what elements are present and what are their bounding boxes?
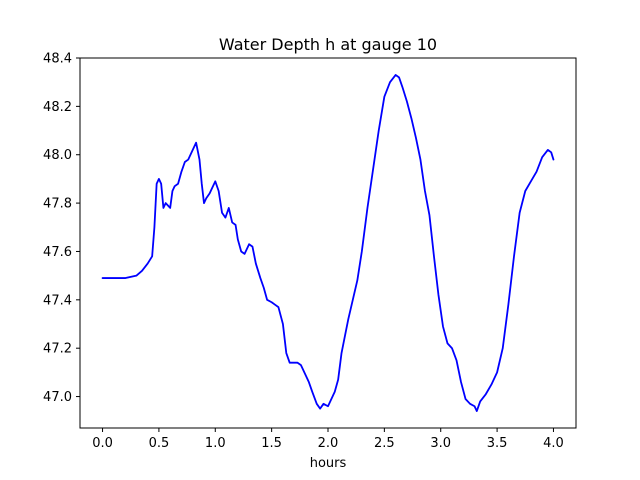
x-tick-label: 1.0 [205,436,226,451]
y-tick-label: 47.6 [43,245,72,260]
y-tick-label: 48.4 [43,52,72,67]
plot-frame [79,57,577,429]
x-tick-label: 0.5 [149,436,170,451]
y-axis-ticks: 47.0 47.2 47.4 47.6 47.8 48.0 48.2 48.4 [43,52,80,405]
x-tick-label: 3.0 [430,436,451,451]
x-axis-title: hours [310,456,347,471]
y-tick-label: 48.0 [43,148,72,163]
x-tick-label: 0.0 [92,436,113,451]
x-tick-label: 2.0 [318,436,339,451]
chart-title: Water Depth h at gauge 10 [219,35,437,54]
y-tick-label: 47.4 [43,293,72,308]
y-tick-label: 47.0 [43,390,72,405]
x-tick-label: 4.0 [543,436,564,451]
x-tick-label: 3.5 [487,436,508,451]
x-tick-label: 2.5 [374,436,395,451]
series-line-0 [101,74,555,412]
series-layer [101,74,555,412]
x-axis-ticks: 0.0 0.5 1.0 1.5 2.0 2.5 3.0 3.5 4.0 [92,428,564,451]
y-tick-label: 48.2 [43,100,72,115]
y-tick-label: 47.2 [43,342,72,357]
x-tick-label: 1.5 [261,436,282,451]
y-tick-label: 47.8 [43,197,72,212]
